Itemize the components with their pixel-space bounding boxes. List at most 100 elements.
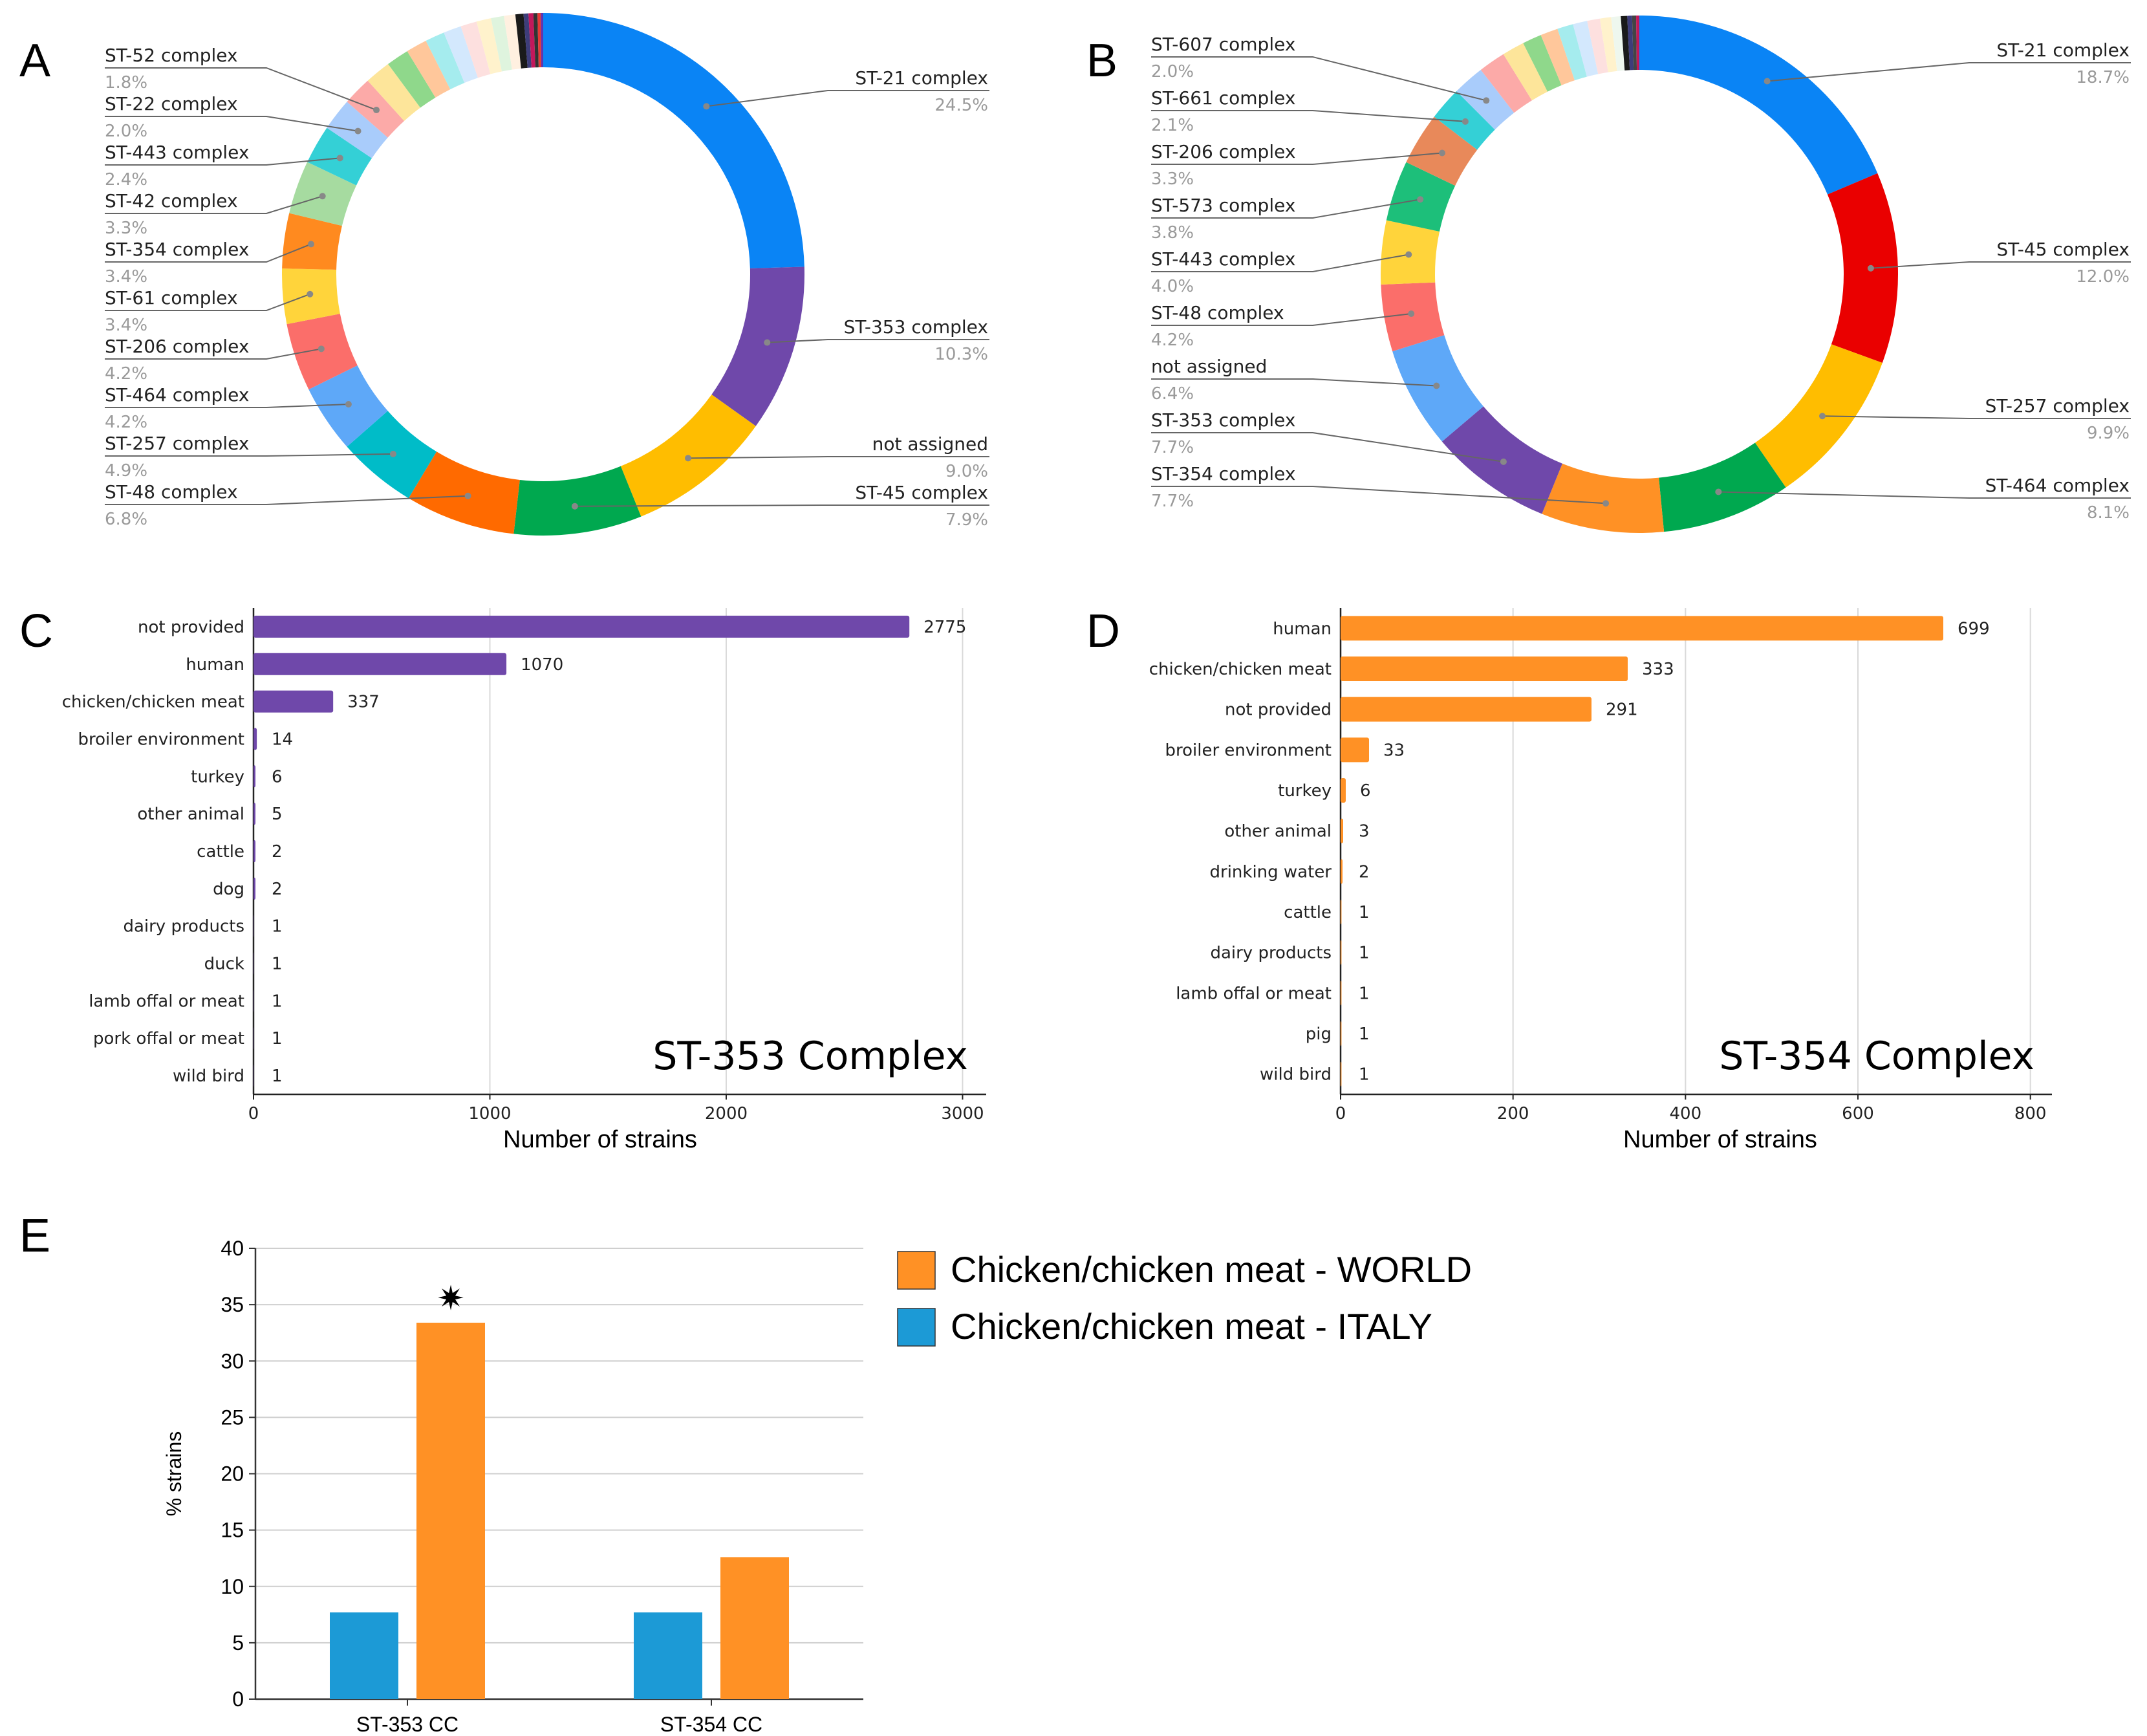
donut-b-slice-14 (1503, 43, 1548, 101)
donut-a-slice-20 (476, 18, 502, 74)
donut-a-label-9-leader (105, 243, 312, 263)
donut-b-label-7-leader (1151, 313, 1412, 326)
donut-b-label-6-leader (1151, 378, 1437, 387)
donut-a-slice-16 (407, 41, 451, 98)
bar-d-category-label-6: drinking water (1210, 862, 1332, 882)
bar-c-value-label-5: 5 (272, 805, 283, 824)
bar-e-tick-label-8: 40 (221, 1237, 244, 1260)
bar-d-value-label-6: 2 (1359, 862, 1370, 882)
donut-b-label-0: ST-21 complex (1996, 39, 2130, 61)
donut-a-label-3: ST-45 complex (855, 482, 988, 503)
bar-d-value-label-9: 1 (1359, 984, 1370, 1003)
donut-a-label-13: ST-52 complex (105, 45, 238, 66)
panel-label-a: A (19, 35, 50, 87)
donut-a-label-3-dot (571, 503, 578, 510)
donut-a-label-11: ST-443 complex (105, 142, 249, 163)
donut-a-label-6-leader (105, 403, 349, 408)
bar-c-value-label-4: 6 (272, 767, 283, 787)
donut-b-slice-3 (1659, 442, 1786, 532)
bar-c-category-label-6: cattle (197, 842, 244, 862)
bar-c-value-label-10: 1 (272, 992, 283, 1011)
donut-a-slice-0 (543, 13, 804, 268)
panel-label-d: D (1086, 605, 1120, 657)
donut-a-label-12: ST-22 complex (105, 93, 238, 114)
donut-a-label-11-leader (105, 157, 340, 166)
donut-a-label-3-leader (574, 505, 989, 507)
bar-c-category-label-10: lamb offal or meat (89, 992, 244, 1011)
bar-c-value-label-2: 337 (347, 693, 380, 712)
bar-d-category-label-3: broiler environment (1165, 741, 1332, 760)
bar-d-category-label-5: other animal (1224, 822, 1332, 841)
donut-b-slice-22 (1621, 16, 1630, 71)
donut-a-label-5-dot (389, 450, 396, 457)
donut-b-label-4: ST-354 complex (1151, 463, 1295, 484)
donut-a-label-6-pct: 4.2% (105, 413, 147, 432)
donut-chart-a: ST-21 complex 24.5% ST-353 complex 10.3% not… (105, 13, 989, 536)
panel-label-b: B (1086, 35, 1117, 87)
donut-a-label-12-dot (354, 127, 361, 135)
donut-a-label-9-dot (308, 241, 315, 248)
donut-a-label-1-leader (767, 339, 989, 343)
donut-b-label-6-pct: 6.4% (1151, 384, 1194, 404)
donut-a-label-10-leader (105, 195, 323, 214)
donut-a-label-10-dot (319, 193, 326, 200)
donut-a-label-11-pct: 2.4% (105, 170, 147, 190)
bar-c-value-label-6: 2 (272, 842, 283, 862)
bar-e-significance-star: ✷ (437, 1280, 465, 1318)
donut-a-label-4-pct: 6.8% (105, 510, 147, 529)
donut-b-label-5: ST-353 complex (1151, 409, 1295, 431)
donut-a-slice-28 (541, 13, 543, 68)
donut-b-label-11-dot (1462, 118, 1469, 125)
donut-b-slice-16 (1540, 28, 1575, 85)
bar-d-tick-label-2: 400 (1670, 1104, 1702, 1123)
bar-d-value-label-4: 6 (1360, 781, 1371, 801)
donut-b-slice-25 (1635, 16, 1639, 71)
donut-a-slice-24 (523, 13, 532, 68)
bar-c-bar-3 (254, 728, 257, 750)
bar-d-tick-label-1: 200 (1497, 1104, 1529, 1123)
bar-e-legend-label-1: Chicken/chicken meat - ITALY (951, 1306, 1432, 1347)
bar-c-value-label-7: 2 (272, 880, 283, 899)
bar-d-value-label-8: 1 (1359, 944, 1370, 963)
bar-c-category-label-1: human (186, 655, 244, 675)
donut-b-label-12: ST-607 complex (1151, 34, 1295, 55)
bar-d-bar-0 (1341, 616, 1943, 641)
donut-b-label-11: ST-661 complex (1151, 87, 1295, 109)
bar-e-bar-1-0 (416, 1323, 485, 1699)
donut-b-slice-7 (1381, 282, 1445, 352)
donut-a-slice-14 (367, 63, 420, 121)
bar-c-tick-label-1: 1000 (468, 1104, 511, 1123)
donut-a-label-13-pct: 1.8% (105, 73, 147, 92)
donut-b-label-12-pct: 2.0% (1151, 62, 1194, 81)
donut-b-label-10-pct: 3.3% (1151, 169, 1194, 189)
donut-a-label-6: ST-464 complex (105, 384, 249, 406)
donut-b-slice-17 (1557, 24, 1587, 81)
bar-c-category-label-0: not provided (138, 618, 244, 637)
bar-c-value-label-12: 1 (272, 1067, 283, 1086)
bar-chart-e: 0 5 10 15 20 25 30 35 40 % strains ST-353 CC ✷ ST-35… (162, 1237, 1472, 1736)
donut-b-slice-20 (1599, 17, 1617, 72)
donut-a-label-5: ST-257 complex (105, 433, 249, 454)
donut-b-label-4-pct: 7.7% (1151, 492, 1194, 511)
donut-a-slice-3 (513, 466, 642, 536)
donut-b-label-7-dot (1408, 310, 1415, 318)
bar-c-category-label-11: pork offal or meat (93, 1029, 244, 1048)
donut-a-label-10: ST-42 complex (105, 190, 238, 212)
donut-b-label-1-pct: 12.0% (2076, 267, 2130, 287)
bar-c-category-label-2: chicken/chicken meat (62, 693, 244, 712)
bar-c-bar-7 (254, 877, 255, 900)
donut-b-label-4-leader (1151, 486, 1606, 505)
bar-d-tick-label-0: 0 (1335, 1104, 1346, 1123)
donut-a-label-5-leader (105, 453, 394, 457)
donut-a-label-12-leader (105, 116, 358, 132)
donut-b-label-10-leader (1151, 152, 1443, 165)
donut-a-label-13-dot (373, 107, 380, 114)
donut-b-label-5-pct: 7.7% (1151, 438, 1194, 457)
donut-b-slice-13 (1480, 54, 1532, 113)
bar-c-x-axis-title: Number of strains (503, 1126, 697, 1153)
bar-d-value-label-7: 1 (1359, 903, 1370, 922)
bar-c-tick-label-2: 2000 (705, 1104, 748, 1123)
donut-a-slice-17 (426, 32, 465, 90)
bar-d-title: ST-354 Complex (1719, 1034, 2034, 1079)
